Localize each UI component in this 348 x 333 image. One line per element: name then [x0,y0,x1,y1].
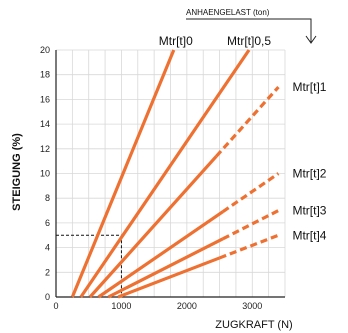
top-label: ANHAENGELAST (ton) [186,8,270,17]
x-axis-title: ZUGKRAFT (N) [215,319,292,331]
reference-lines [56,234,122,297]
y-tick-label: 4 [45,243,50,253]
y-tick-label: 12 [40,144,50,154]
y-tick-label: 2 [45,267,50,277]
series-label: Mtr[t]1 [292,80,326,94]
chart-ticks: 0 2 4 6 8 10 12 14 16 18 20 0 1000 2000 3000 [40,45,262,311]
y-tick-label: 18 [40,70,50,80]
chart-axes [55,50,285,298]
y-tick-label: 6 [45,218,50,228]
x-tick-label: 2000 [177,301,197,311]
series-label: Mtr[t]4 [292,228,326,242]
series-line-solid [70,49,176,298]
series-label: Mtr[t]0 [159,34,193,48]
x-tick-label: 0 [53,301,58,311]
series-line-dashed [221,172,280,213]
series-line-solid [88,155,218,299]
series-line-solid [79,49,251,298]
series-line-solid [117,256,221,299]
top-label-arrowhead [305,35,317,44]
x-tick-label: 3000 [242,301,262,311]
series-line-solid [107,237,224,299]
y-tick-label: 14 [40,119,50,129]
series-label: Mtr[t]2 [292,167,326,181]
chart-series [70,49,280,299]
series-line-solid [97,210,224,299]
series-label: Mtr[t]0,5 [227,34,271,48]
series-line-dashed [222,209,280,241]
x-tick-label: 1000 [111,301,131,311]
chart-grid [55,49,286,298]
y-tick-label: 20 [40,45,50,55]
y-tick-label: 16 [40,94,50,104]
series-labels: Mtr[t]0 Mtr[t]0,5 Mtr[t]1 Mtr[t]2 Mtr[t]3 Mtr… [159,34,327,242]
y-tick-label: 0 [45,292,50,302]
series-line-dashed [215,85,280,158]
series-line-dashed [218,233,280,260]
series-label: Mtr[t]3 [292,204,326,218]
top-label-arrow [186,18,312,42]
y-tick-label: 8 [45,193,50,203]
y-tick-label: 10 [40,169,50,179]
y-axis-title: STEIGUNG (%) [11,133,23,211]
